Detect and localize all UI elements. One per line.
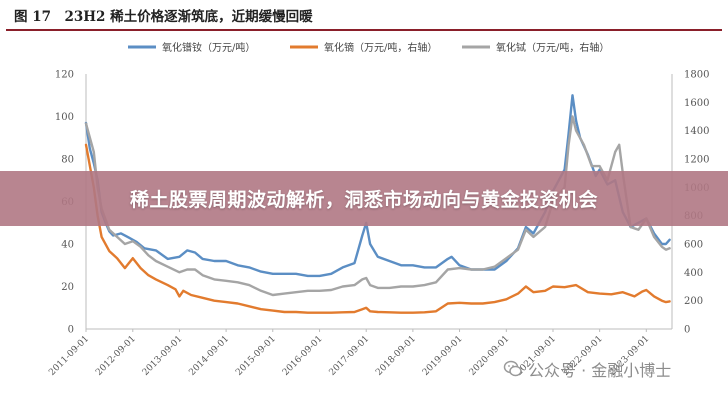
watermark: 公众号 · 金融小博士 [503,357,671,381]
y-left-tick-label: 0 [68,325,74,336]
header-divider [6,29,722,31]
series-line-2 [84,143,671,314]
banner-headline: 稀土股票周期波动解析，洞悉市场动向与黄金投资机会 [129,189,598,211]
figure-header: 图 17 23H2 稀土价格逐渐筑底，近期缓慢回暖 [0,0,728,31]
y-left-tick-label: 100 [55,112,74,123]
x-tick-label: 2012-09-01 [94,334,138,378]
y-left-tick-label: 40 [61,240,74,251]
y-right-tick-label: 0 [684,325,690,336]
headline-banner: 稀土股票周期波动解析，洞悉市场动向与黄金投资机会 [0,171,728,226]
x-tick-label: 2019-09-01 [421,334,465,378]
x-tick-label: 2018-09-01 [374,334,418,378]
watermark-text: 公众号 · 金融小博士 [528,361,672,380]
y-right-tick-label: 1400 [684,126,709,137]
y-left-tick-label: 80 [61,155,74,166]
wechat-icon [503,360,522,377]
y-right-tick-label: 1200 [684,155,709,166]
y-right-tick-label: 200 [684,296,703,307]
x-tick-label: 2013-09-01 [141,334,185,378]
figure-title: 图 17 23H2 稀土价格逐渐筑底，近期缓慢回暖 [14,9,313,25]
y-right-tick-label: 1600 [684,98,709,109]
x-tick-label: 2017-09-01 [328,334,372,378]
x-tick-label: 2014-09-01 [187,334,231,378]
x-tick-label: 2016-09-01 [281,334,325,378]
y-left-tick-label: 120 [55,70,74,81]
legend-label-3: 氧化铽（万元/吨，右轴） [496,41,609,54]
x-tick-label: 2011-09-01 [47,334,91,378]
series-line-3 [84,115,671,297]
y-right-tick-label: 1800 [684,70,709,81]
y-left-tick-label: 20 [61,282,74,293]
legend-label-2: 氧化镝（万元/吨，右轴） [324,41,437,54]
y-right-tick-label: 600 [684,240,703,251]
y-right-tick-label: 400 [684,268,703,279]
x-tick-label: 2015-09-01 [234,334,278,378]
legend-label-1: 氧化镨钕（万元/吨） [162,41,255,54]
